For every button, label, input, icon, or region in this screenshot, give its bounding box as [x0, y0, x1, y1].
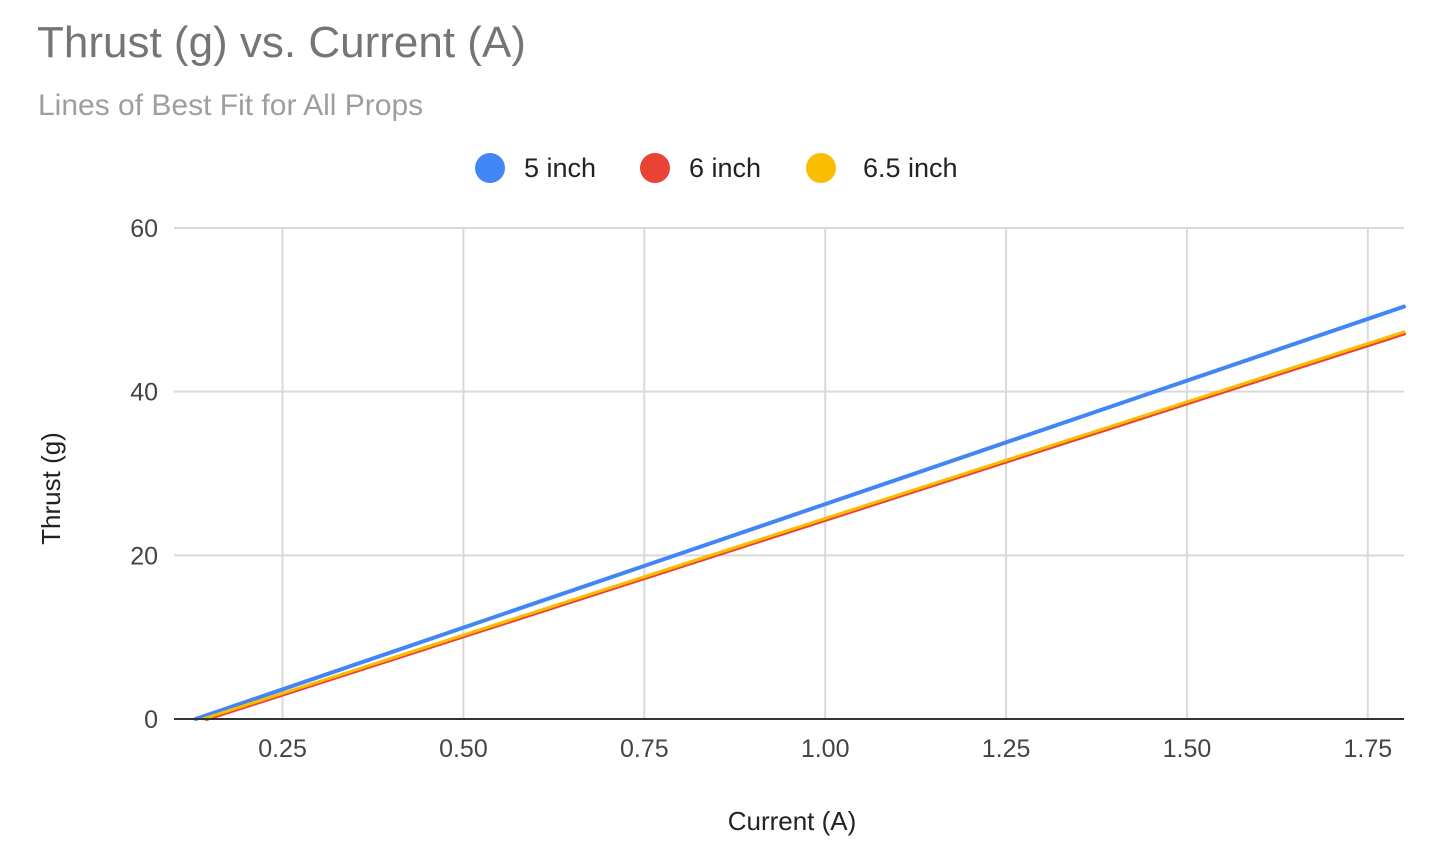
y-tick-label: 20	[130, 542, 158, 570]
legend-label: 6.5 inch	[863, 153, 958, 183]
legend-label: 5 inch	[524, 153, 596, 183]
series-lines	[193, 304, 1406, 721]
chart-subtitle: Lines of Best Fit for All Props	[38, 89, 424, 122]
x-tick-label: 1.00	[801, 735, 850, 763]
x-tick-label: 1.50	[1163, 735, 1212, 763]
y-tick-label: 0	[144, 706, 158, 734]
legend-label: 6 inch	[689, 153, 761, 183]
x-tick-label: 0.50	[439, 735, 488, 763]
x-tick-label: 1.75	[1343, 735, 1392, 763]
y-axis-title: Thrust (g)	[36, 432, 66, 545]
tick-labels: 0 20 40 60 0.25 0.50 0.75 1.00 1.25 1.50 1.75	[130, 215, 1392, 763]
y-tick-label: 60	[130, 215, 158, 243]
y-tick-label: 40	[130, 379, 158, 407]
legend: 5 inch 6 inch 6.5 inch	[475, 153, 958, 183]
chart-title: Thrust (g) vs. Current (A)	[37, 18, 526, 67]
series-line-1	[193, 304, 1406, 721]
legend-marker	[806, 153, 836, 183]
legend-marker	[475, 153, 505, 183]
x-axis-title: Current (A)	[728, 806, 857, 836]
series-line-3	[201, 330, 1406, 721]
gridlines	[174, 227, 1404, 719]
legend-marker	[640, 153, 670, 183]
x-tick-label: 0.25	[258, 735, 307, 763]
x-tick-label: 0.75	[620, 735, 669, 763]
x-tick-label: 1.25	[982, 735, 1031, 763]
